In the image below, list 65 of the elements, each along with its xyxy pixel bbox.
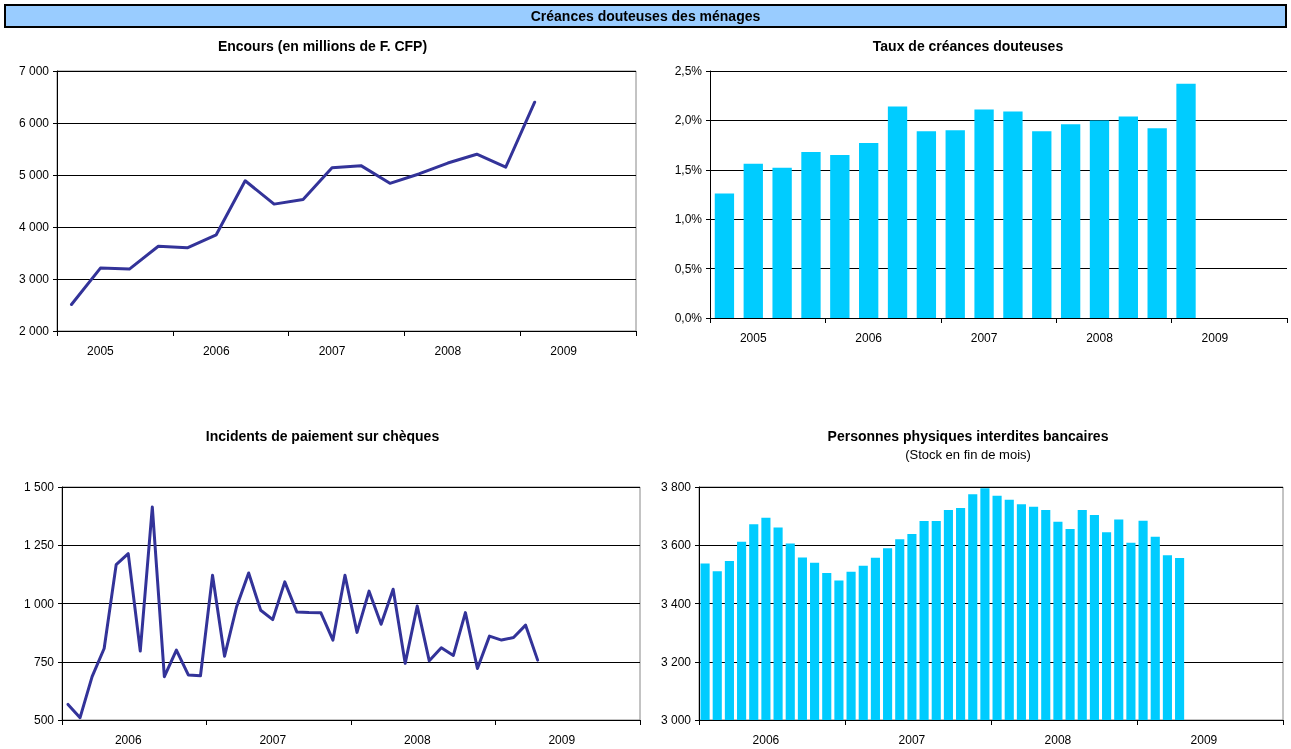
x-tick-label: 2009: [1190, 733, 1218, 747]
x-tick-label: 2007: [259, 733, 287, 747]
x-tick-label: 2009: [548, 733, 576, 747]
y-tick-label: 3 800: [660, 480, 692, 494]
y-tick-label: 3 600: [660, 538, 692, 553]
bar: [1176, 83, 1196, 318]
bar: [1118, 116, 1138, 318]
y-tick-label: 4 000: [18, 220, 50, 234]
bar: [1147, 128, 1167, 318]
bar: [1060, 124, 1081, 318]
y-tick-label: 1 000: [23, 596, 55, 611]
bar: [801, 152, 821, 318]
bar: [830, 154, 850, 318]
bar: [1089, 120, 1110, 318]
y-tick-label: 1,5%: [674, 162, 703, 177]
x-tick-label: 2006: [855, 331, 883, 345]
bar: [887, 106, 908, 318]
chart-title: Encours (en millions de F. CFP): [217, 38, 428, 54]
x-tick-label: 2005: [739, 331, 767, 345]
bar: [1032, 131, 1052, 318]
bar: [743, 163, 763, 318]
bar: [974, 109, 994, 318]
y-tick-label: 1 500: [23, 480, 55, 494]
y-tick-label: 6 000: [18, 116, 50, 130]
x-tick-label: 2008: [1086, 331, 1114, 345]
y-tick-label: 3 000: [18, 272, 50, 286]
x-tick-label: 2005: [87, 344, 115, 358]
y-tick-label: 1,0%: [674, 212, 703, 227]
chart-title: Personnes physiques interdites bancaires: [827, 428, 1109, 444]
line-series: [66, 505, 540, 720]
y-tick-label: 0,5%: [674, 261, 703, 276]
line-series: [69, 100, 537, 306]
bar: [916, 131, 937, 318]
x-tick-label: 2009: [550, 344, 578, 358]
chart-title: Taux de créances douteuses: [872, 38, 1064, 54]
x-tick-label: 2006: [202, 344, 230, 358]
y-tick-label: 3 400: [660, 596, 692, 611]
bar: [714, 193, 735, 318]
y-tick-label: 500: [33, 713, 55, 727]
x-tick-label: 2006: [114, 733, 142, 747]
x-tick-label: 2008: [403, 733, 431, 747]
y-tick-label: 2 000: [18, 324, 50, 338]
y-tick-label: 3 000: [660, 713, 692, 727]
x-tick-label: 2007: [970, 331, 998, 345]
y-tick-label: 1 250: [23, 538, 55, 553]
y-tick-label: 7 000: [18, 64, 50, 78]
bar: [1003, 111, 1023, 318]
y-tick-label: 750: [33, 654, 55, 669]
x-tick-label: 2009: [1201, 331, 1229, 345]
text: Créances douteuses des ménages: [4, 4, 1287, 28]
chart-subtitle: (Stock en fin de mois): [905, 447, 1031, 462]
y-tick-label: 5 000: [18, 168, 50, 182]
x-tick-label: 2007: [318, 344, 346, 358]
y-tick-label: 0,0%: [674, 311, 703, 325]
x-tick-label: 2006: [752, 733, 780, 747]
x-tick-label: 2008: [1044, 733, 1072, 747]
bar: [772, 167, 792, 318]
bar: [859, 143, 879, 318]
chart-title: Incidents de paiement sur chèques: [205, 428, 440, 444]
bar: [945, 130, 965, 318]
x-tick-label: 2008: [434, 344, 462, 358]
y-tick-label: 2,5%: [674, 64, 703, 78]
y-tick-label: 2,0%: [674, 113, 703, 128]
y-tick-label: 3 200: [660, 654, 692, 669]
x-tick-label: 2007: [898, 733, 926, 747]
